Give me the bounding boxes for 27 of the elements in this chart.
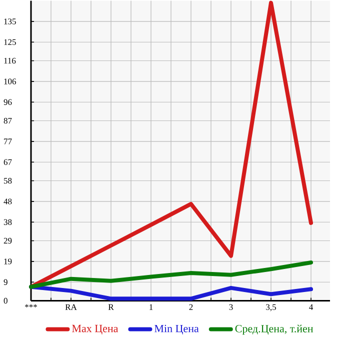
y-tick-label: 58	[4, 178, 12, 184]
line-series	[29, 260, 314, 290]
x-tick-label: 4	[309, 304, 314, 310]
x-tick-label: 3	[229, 304, 233, 310]
legend-label: Max Цена	[72, 325, 118, 335]
legend-label: Min Цена	[154, 324, 199, 335]
y-tick-label: 67	[4, 159, 12, 166]
x-tick-label: R	[108, 304, 114, 310]
legend-label: Сред.Цена, т.йен	[235, 324, 314, 335]
y-tick-label: 135	[4, 18, 16, 24]
x-tick-label: 2	[189, 304, 193, 310]
y-tick-label: 19	[4, 258, 12, 264]
y-tick-label: 87	[4, 118, 12, 124]
y-tick-label: 116	[4, 58, 16, 64]
y-tick-label: 125	[4, 39, 16, 46]
x-tick-label: RA	[65, 304, 77, 310]
y-tick-label: 106	[4, 78, 16, 84]
y-tick-label: 38	[4, 219, 12, 226]
y-tick-label: 48	[4, 198, 12, 204]
y-tick-label: 0	[4, 298, 8, 304]
y-tick-label: 29	[4, 238, 12, 244]
x-tick-label: 3,5	[266, 304, 276, 312]
x-tick-label: ***	[25, 304, 37, 308]
x-tick-label: 1	[150, 304, 153, 310]
y-tick-label: 96	[4, 99, 12, 106]
y-tick-label: 9	[4, 279, 8, 286]
y-tick-label: 77	[4, 138, 12, 144]
